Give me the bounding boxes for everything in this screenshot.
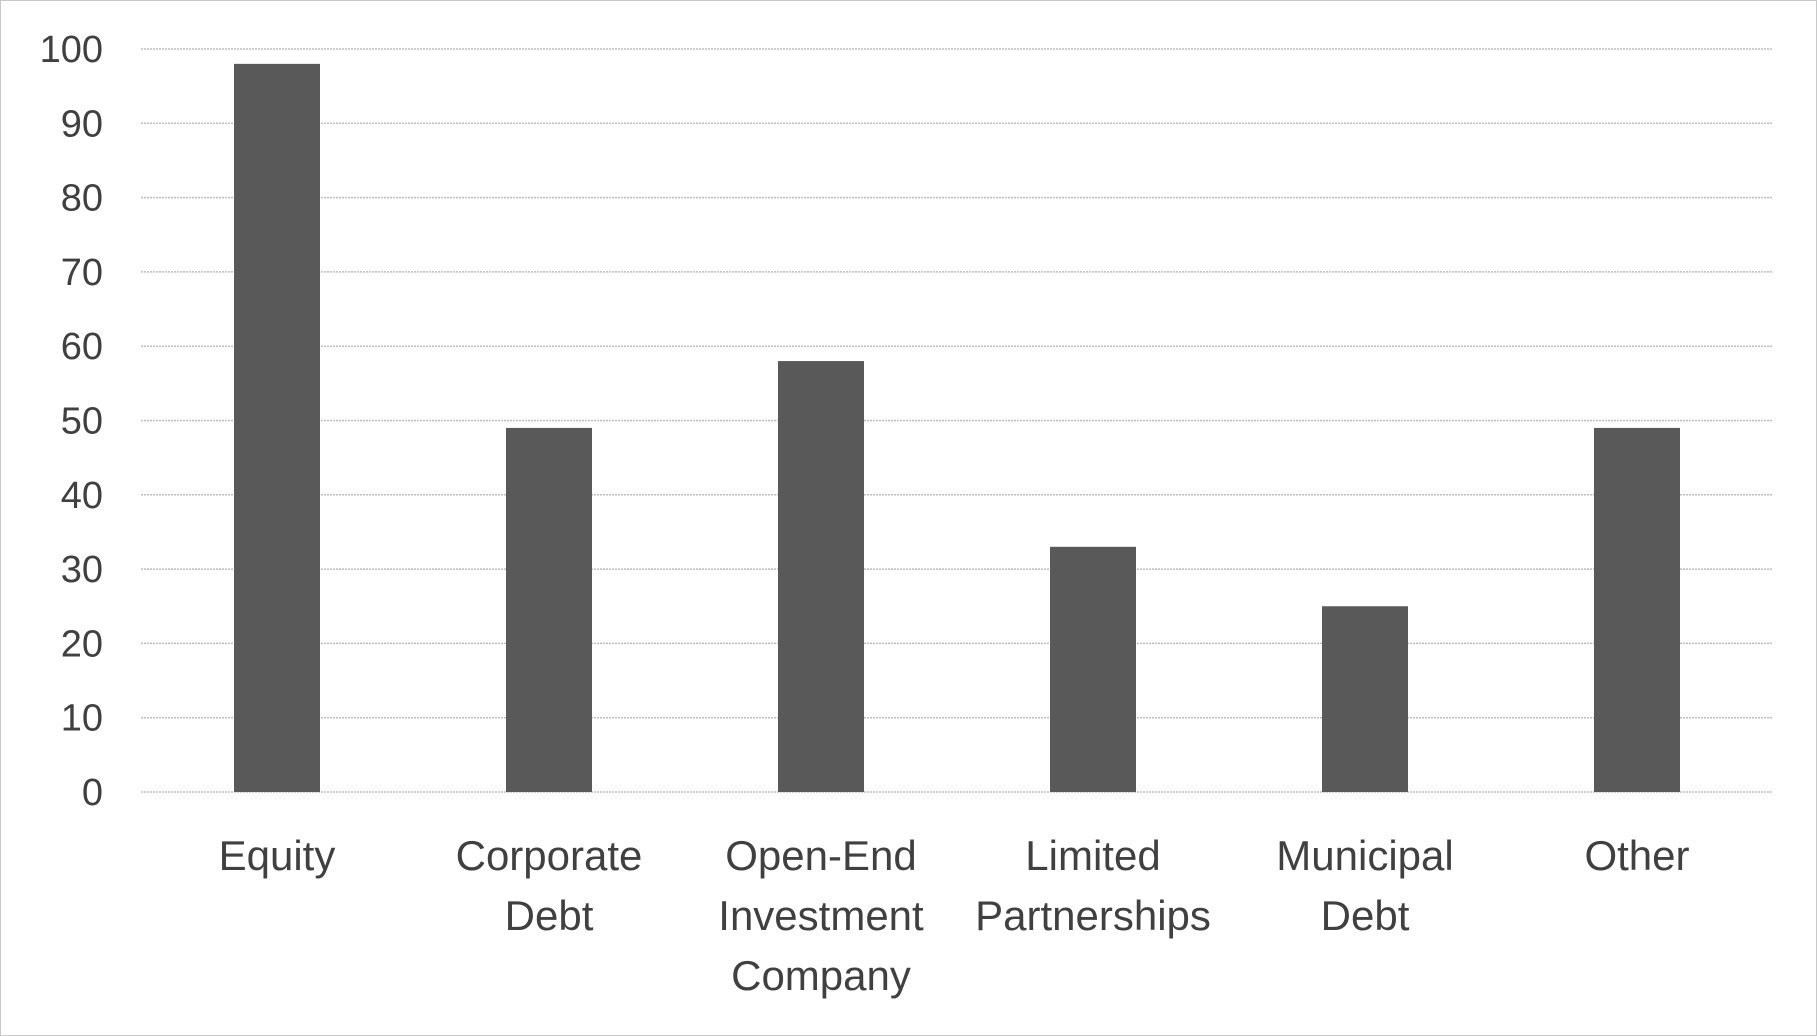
x-category-label-line: Investment — [718, 892, 924, 939]
x-category-label-line: Partnerships — [975, 892, 1211, 939]
y-tick-label: 60 — [61, 326, 103, 368]
x-category-label-line: Company — [731, 952, 911, 999]
x-category-label: Corporate Debt — [456, 832, 643, 939]
y-tick-label: 0 — [82, 772, 103, 814]
y-tick-label: 20 — [61, 623, 103, 665]
x-category-label: Other — [1584, 832, 1689, 879]
bars — [234, 63, 1680, 793]
x-category-label-line: Debt — [1321, 892, 1410, 939]
y-tick-label: 40 — [61, 475, 103, 517]
x-category-label: Limited Partnerships — [975, 832, 1211, 939]
y-tick-label: 90 — [61, 103, 103, 145]
x-category-label-line: Equity — [219, 832, 336, 879]
x-category-label: Equity — [219, 832, 336, 879]
x-category-label-line: Other — [1584, 832, 1689, 879]
x-category-label-line: Municipal — [1276, 832, 1453, 879]
gridlines — [141, 48, 1773, 793]
x-category-label: Municipal Debt — [1276, 832, 1453, 939]
bar — [1050, 546, 1136, 792]
bar — [1594, 427, 1680, 792]
x-category-label-line: Corporate — [456, 832, 643, 879]
bar — [1322, 606, 1408, 792]
y-tick-label: 10 — [61, 698, 103, 740]
bar — [506, 427, 592, 792]
bar — [234, 63, 320, 793]
x-category-label-line: Debt — [505, 892, 594, 939]
x-axis-labels: Equity Corporate Debt Open-End Investment Com… — [219, 832, 1690, 999]
y-tick-label: 100 — [40, 29, 103, 71]
y-tick-label: 80 — [61, 178, 103, 220]
y-tick-label: 50 — [61, 401, 103, 443]
y-tick-label: 30 — [61, 549, 103, 591]
x-category-label: Open-End Investment Company — [718, 832, 924, 999]
bar — [778, 361, 864, 792]
x-category-label-line: Limited — [1025, 832, 1160, 879]
y-tick-label: 70 — [61, 252, 103, 294]
x-category-label-line: Open-End — [725, 832, 916, 879]
y-axis-ticks: 0 10 20 30 40 50 60 70 80 90 100 — [40, 29, 103, 814]
